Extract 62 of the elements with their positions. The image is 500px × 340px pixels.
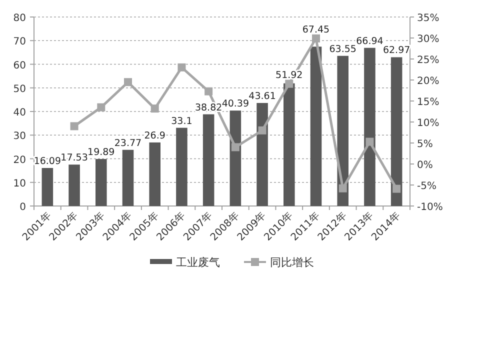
point bbox=[150, 104, 159, 113]
y-tick-label: 70 bbox=[13, 36, 26, 48]
bar bbox=[202, 114, 214, 206]
y2-tick-label: 35% bbox=[417, 13, 440, 24]
point bbox=[124, 78, 132, 86]
data-label: 33.1 bbox=[171, 116, 192, 127]
bar bbox=[176, 128, 188, 206]
legend-label: 工业废气 bbox=[176, 256, 220, 269]
data-label: 51.92 bbox=[276, 70, 303, 81]
point bbox=[178, 63, 186, 72]
data-label: 63.55 bbox=[329, 44, 356, 55]
point bbox=[392, 184, 401, 193]
y-tick-label: 0 bbox=[20, 202, 26, 213]
point bbox=[204, 87, 213, 96]
y-tick-label: 10 bbox=[13, 178, 26, 190]
y2-tick-label: 30% bbox=[417, 34, 440, 45]
y2-tick-label: 5% bbox=[417, 139, 433, 150]
point bbox=[285, 80, 294, 88]
point bbox=[312, 34, 320, 42]
point bbox=[338, 184, 347, 192]
bar bbox=[96, 159, 107, 206]
legend-label: 同比增长 bbox=[270, 256, 314, 269]
y2-tick-label: 15% bbox=[417, 97, 440, 108]
point bbox=[70, 122, 78, 130]
data-label: 26.9 bbox=[144, 130, 166, 142]
y-tick-label: 60 bbox=[13, 60, 26, 72]
data-label: 43.61 bbox=[248, 90, 276, 102]
bar bbox=[390, 57, 402, 206]
bar bbox=[68, 164, 80, 206]
y-tick-label: 20 bbox=[13, 154, 26, 166]
bar bbox=[230, 110, 242, 206]
data-label: 62.97 bbox=[382, 45, 410, 56]
data-label: 16.09 bbox=[34, 156, 62, 167]
data-label: 66.94 bbox=[356, 36, 384, 47]
y2-tick-label: 0% bbox=[417, 160, 433, 171]
bar bbox=[337, 56, 348, 206]
bar bbox=[42, 168, 54, 206]
point bbox=[258, 126, 266, 134]
y2-tick-label: 20% bbox=[417, 76, 440, 87]
y2-tick-label: 10% bbox=[417, 118, 440, 129]
y-tick-label: 40 bbox=[13, 108, 26, 118]
data-label: 67.45 bbox=[302, 24, 330, 36]
y-tick-label: 30 bbox=[13, 131, 26, 142]
point bbox=[97, 103, 106, 112]
bar bbox=[256, 102, 268, 206]
y-tick-label: 80 bbox=[13, 13, 26, 24]
y2-tick-label: -10% bbox=[417, 202, 443, 213]
point bbox=[231, 143, 240, 152]
bar bbox=[149, 142, 160, 206]
y2-tick-label: -5% bbox=[417, 181, 436, 192]
data-label: 38.82 bbox=[194, 102, 222, 114]
data-label: 19.89 bbox=[88, 147, 115, 158]
data-label: 17.53 bbox=[60, 152, 88, 164]
data-label: 40.39 bbox=[222, 98, 250, 110]
data-label: 23.77 bbox=[114, 138, 142, 149]
bar bbox=[122, 150, 134, 206]
point bbox=[366, 138, 374, 146]
bar bbox=[310, 46, 322, 206]
bar bbox=[284, 83, 295, 206]
bar bbox=[364, 48, 376, 206]
y-tick-label: 50 bbox=[13, 84, 26, 95]
y2-tick-label: 25% bbox=[417, 55, 440, 66]
